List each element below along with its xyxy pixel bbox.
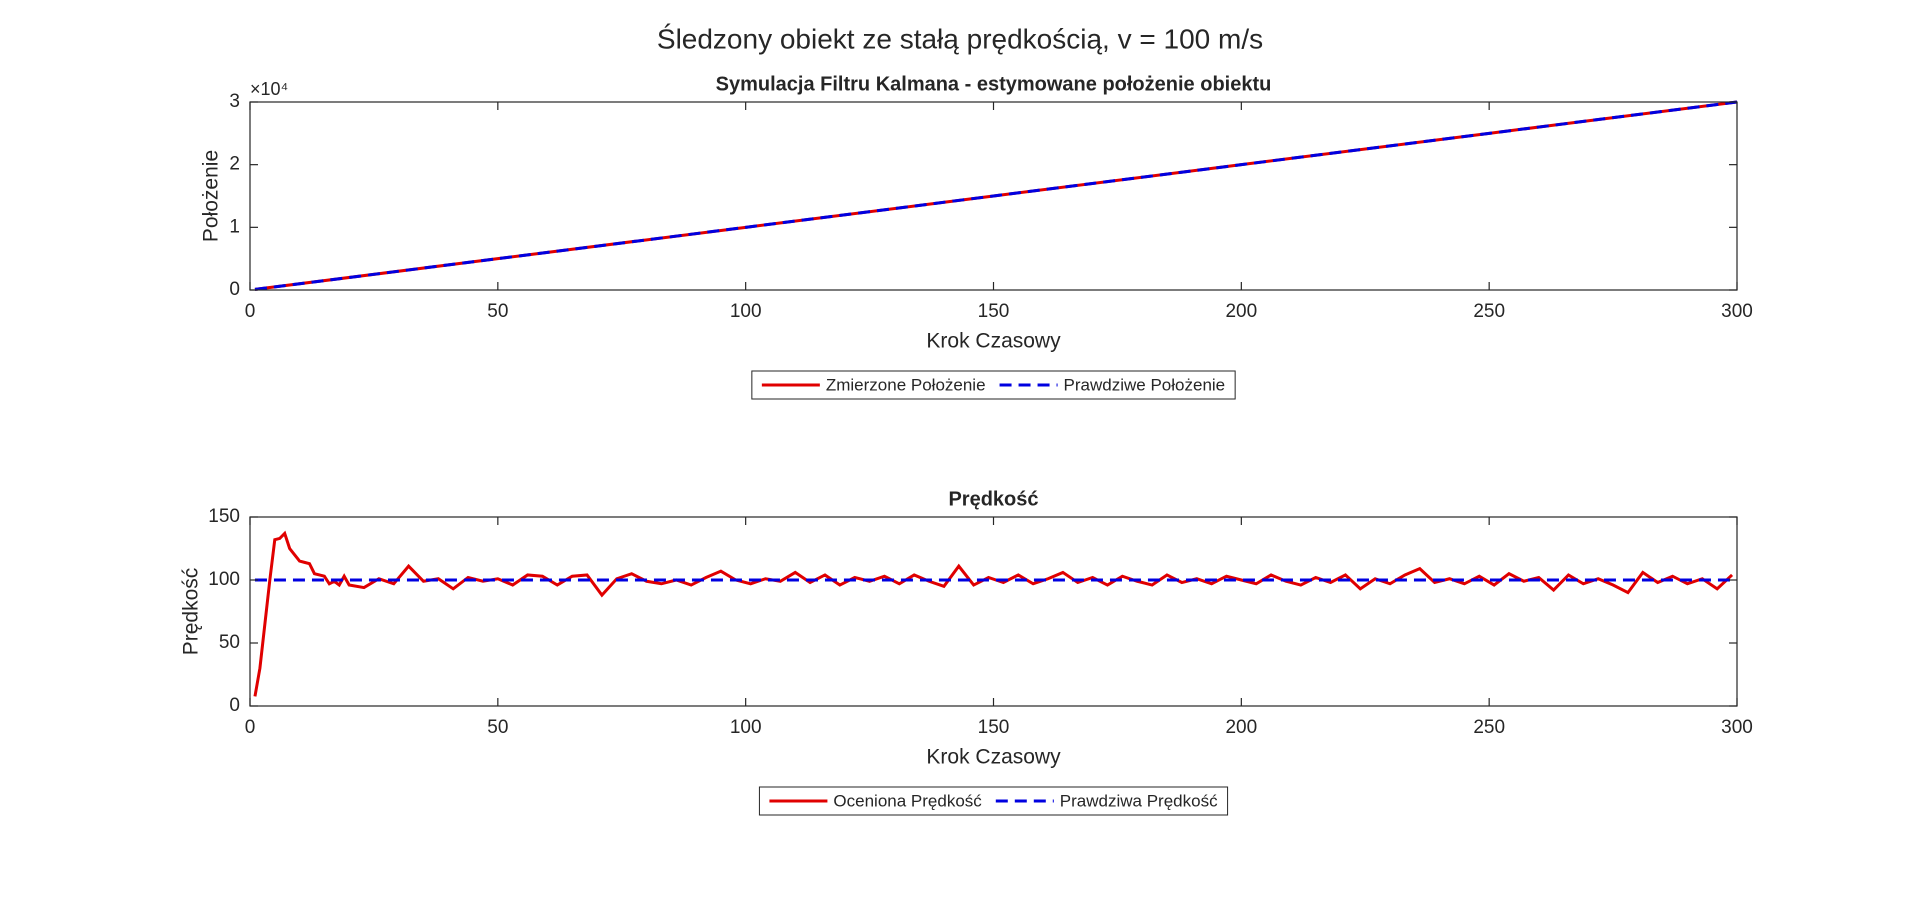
legend-item: Zmierzone Położenie: [761, 375, 986, 394]
subplot-title: Prędkość: [948, 488, 1038, 510]
legend-box: [758, 786, 1229, 816]
x-tick-label: 150: [978, 717, 1010, 738]
x-tick-label: 100: [730, 717, 762, 738]
x-tick-label: 250: [1473, 301, 1505, 322]
y-exponent: ×10⁴: [250, 79, 288, 99]
legend-item: Prawdziwa Prędkość: [995, 791, 1218, 810]
plot-layer: [254, 100, 1737, 291]
x-tick-label: 0: [245, 301, 256, 322]
legend-item: Prawdziwe Położenie: [999, 375, 1226, 394]
legend-item: Oceniona Prędkość: [769, 791, 982, 810]
legend-label: Oceniona Prędkość: [833, 791, 982, 810]
x-tick-label: 50: [487, 301, 508, 322]
y-tick-label: 100: [208, 569, 240, 590]
x-tick-label: 200: [1225, 301, 1257, 322]
plot-layer: [253, 530, 1737, 697]
y-axis-label: Położenie: [200, 150, 223, 242]
x-tick-label: 100: [730, 301, 762, 322]
legend-label: Prawdziwa Prędkość: [1060, 791, 1218, 810]
x-tick-label: 250: [1473, 717, 1505, 738]
legend-label: Zmierzone Położenie: [826, 375, 986, 394]
legend-box: [751, 370, 1236, 400]
plot-area: [250, 517, 1737, 706]
y-tick-label: 150: [208, 506, 240, 527]
legend: Zmierzone Położenie Prawdziwe Położenie: [751, 370, 1236, 400]
y-axis-label: Prędkość: [180, 568, 203, 656]
x-axis-label: Krok Czasowy: [926, 746, 1061, 769]
subplot-title: Symulacja Filtru Kalmana - estymowane po…: [716, 73, 1272, 95]
figure-title: Śledzony obiekt ze stałą prędkością, v =…: [657, 22, 1263, 54]
legend: Oceniona Prędkość Prawdziwa Prędkość: [758, 786, 1229, 816]
series-line: [254, 100, 1737, 291]
y-tick-label: 1: [229, 216, 240, 237]
y-tick-label: 0: [229, 279, 240, 300]
x-tick-label: 300: [1721, 717, 1753, 738]
y-tick-label: 0: [229, 695, 240, 716]
x-axis-label: Krok Czasowy: [926, 330, 1061, 353]
x-tick-label: 150: [978, 301, 1010, 322]
x-tick-label: 200: [1225, 717, 1257, 738]
x-tick-label: 0: [245, 717, 256, 738]
x-tick-label: 50: [487, 717, 508, 738]
y-tick-label: 3: [229, 91, 240, 112]
y-tick-label: 50: [219, 632, 240, 653]
x-tick-label: 300: [1721, 301, 1753, 322]
legend-label: Prawdziwe Położenie: [1064, 375, 1226, 394]
y-tick-label: 2: [229, 154, 240, 175]
